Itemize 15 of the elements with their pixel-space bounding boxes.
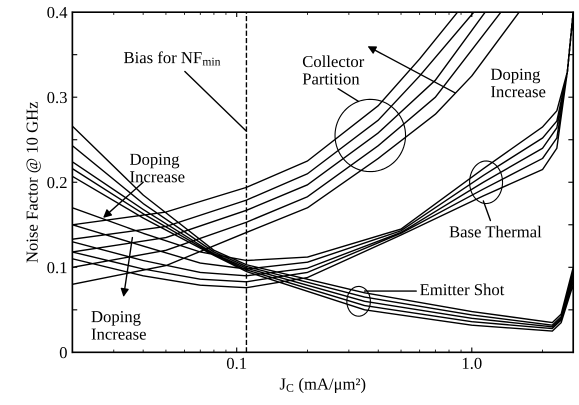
annotation: Doping Increase (490, 68, 546, 98)
annotation: Doping Increase (91, 311, 146, 340)
y-tick-label: 0.1 (47, 262, 67, 274)
ref-line-label: Bias for NF$_{min}$ (124, 51, 220, 66)
x-axis-title: J$_{C}$ (mA/μm²) (280, 378, 366, 394)
y-tick-label: 0.3 (47, 92, 67, 104)
annotation: Doping Increase (130, 154, 184, 182)
annotation: Base Thermal (449, 226, 542, 238)
y-axis-title: Noise Factor @ 10 GHz (26, 102, 41, 263)
y-tick-label: 0.2 (47, 176, 67, 188)
y-tick-label: 0 (60, 347, 67, 358)
y-tick-label: 0.4 (47, 6, 68, 18)
x-tick-label: 1.0 (462, 358, 482, 370)
annotation: Emitter Shot (420, 284, 504, 296)
annotation: Collector Partition (302, 55, 364, 85)
